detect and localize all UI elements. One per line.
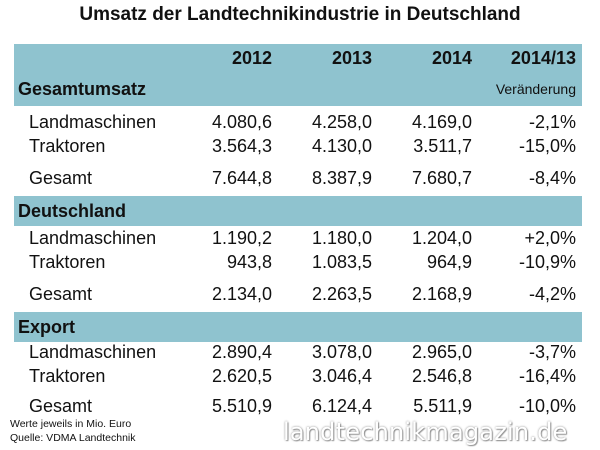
- footer-source: Quelle: VDMA Landtechnik: [10, 432, 136, 444]
- cell-value: 2.263,5: [311, 284, 372, 304]
- cell-change: -16,4%: [518, 366, 576, 386]
- row-label: Gesamt: [29, 396, 93, 416]
- cell-value: 2.168,9: [411, 284, 472, 304]
- cell-value: 2.134,0: [211, 284, 272, 304]
- cell-change: -10,0%: [518, 396, 576, 416]
- footer-note: Werte jeweils in Mio. Euro: [10, 418, 132, 430]
- section-band-deutschland: [14, 196, 582, 226]
- section-title-deutschland: Deutschland: [18, 201, 127, 221]
- header-band: [14, 44, 582, 106]
- cell-value: 3.078,0: [311, 342, 372, 362]
- cell-value: 2.890,4: [211, 342, 272, 362]
- cell-value: 1.180,0: [311, 228, 372, 248]
- row-label: Landmaschinen: [29, 228, 157, 248]
- row-label: Landmaschinen: [29, 342, 157, 362]
- year-2014-header: 2014: [431, 48, 472, 68]
- row-label: Traktoren: [29, 136, 106, 156]
- row-label: Gesamt: [29, 284, 93, 304]
- cell-change: -4,2%: [528, 284, 576, 304]
- cell-value: 5.511,9: [413, 396, 472, 416]
- row-label: Traktoren: [29, 366, 106, 386]
- cell-value: 2.965,0: [411, 342, 472, 362]
- cell-value: 4.130,0: [311, 136, 372, 156]
- cell-change: +2,0%: [524, 228, 576, 248]
- section-title-gesamtumsatz: Gesamtumsatz: [18, 79, 147, 99]
- year-2013-header: 2013: [331, 48, 372, 68]
- cell-value: 6.124,4: [311, 396, 372, 416]
- cell-value: 4.258,0: [311, 112, 372, 132]
- cell-value: 2.546,8: [411, 366, 472, 386]
- cell-value: 1.083,5: [311, 252, 372, 272]
- cell-value: 964,9: [426, 252, 472, 272]
- row-label: Gesamt: [29, 168, 93, 188]
- cell-value: 7.644,8: [211, 168, 272, 188]
- cell-change: -3,7%: [528, 342, 576, 362]
- row-label: Landmaschinen: [29, 112, 157, 132]
- year-2012-header: 2012: [231, 48, 272, 68]
- section-band-export: [14, 312, 582, 342]
- section-title-export: Export: [18, 317, 76, 337]
- change-subheader: Veränderung: [495, 81, 576, 97]
- cell-change: -10,9%: [518, 252, 576, 272]
- cell-value: 3.511,7: [413, 136, 472, 156]
- watermark: landtechnikmagazin.de: [283, 418, 568, 446]
- cell-value: 4.080,6: [211, 112, 272, 132]
- cell-value: 5.510,9: [211, 396, 272, 416]
- cell-value: 3.564,3: [211, 136, 272, 156]
- change-header: 2014/13: [510, 48, 576, 68]
- cell-value: 4.169,0: [411, 112, 472, 132]
- cell-value: 1.204,0: [411, 228, 472, 248]
- cell-value: 3.046,4: [311, 366, 372, 386]
- cell-value: 943,8: [226, 252, 272, 272]
- cell-value: 7.680,7: [411, 168, 472, 188]
- cell-value: 8.387,9: [311, 168, 372, 188]
- cell-change: -15,0%: [518, 136, 576, 156]
- cell-value: 1.190,2: [211, 228, 272, 248]
- page-title: Umsatz der Landtechnikindustrie in Deuts…: [79, 4, 521, 25]
- cell-change: -2,1%: [528, 112, 576, 132]
- cell-change: -8,4%: [528, 168, 576, 188]
- cell-value: 2.620,5: [211, 366, 272, 386]
- row-label: Traktoren: [29, 252, 106, 272]
